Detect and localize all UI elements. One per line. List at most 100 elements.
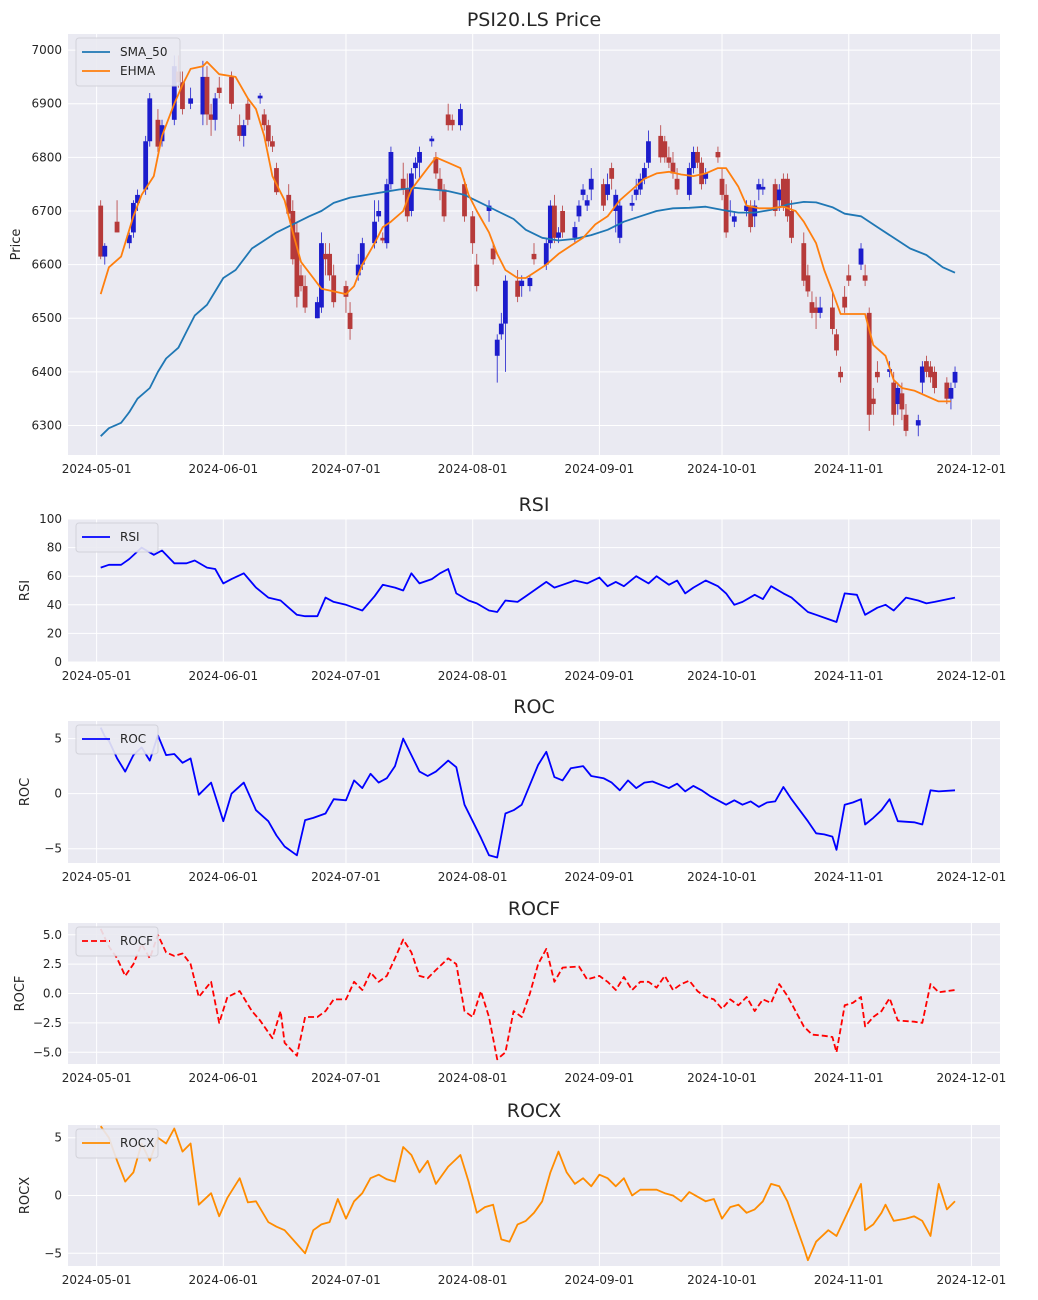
candle-body xyxy=(474,264,480,287)
candle-body xyxy=(188,98,194,104)
y-tick-label: 0 xyxy=(54,655,62,669)
chart-title: PSI20.LS Price xyxy=(467,9,601,31)
candle-body xyxy=(695,151,700,163)
candle-body xyxy=(629,202,635,206)
candle-body xyxy=(429,138,435,142)
candle-body xyxy=(834,334,839,351)
candle-body xyxy=(776,189,782,201)
y-tick-label: 6700 xyxy=(31,204,62,218)
x-tick-label: 2024-11-01 xyxy=(814,669,884,683)
candle-body xyxy=(903,414,909,431)
chart-title: RSI xyxy=(519,494,550,516)
candle-body xyxy=(830,307,835,329)
y-tick-label: 0.0 xyxy=(43,987,62,1001)
candle-body xyxy=(862,275,868,281)
x-tick-label: 2024-07-01 xyxy=(311,669,381,683)
candle-body xyxy=(801,243,807,281)
chart-rocf: ROCF −5.0 −2.5 0.0 2.5 5.0 2024-05-01 2024-06-0… xyxy=(13,898,1006,1085)
y-tick-label: −5 xyxy=(44,1246,62,1260)
candle-body xyxy=(805,275,811,292)
candle-body xyxy=(519,280,525,287)
x-tick-label: 2024-09-01 xyxy=(565,1273,635,1287)
candle-body xyxy=(932,371,937,388)
candle-body xyxy=(731,216,737,222)
candle-body xyxy=(948,387,954,399)
candle-body xyxy=(576,205,582,217)
candle-body xyxy=(686,168,692,195)
x-tick-label: 2024-05-01 xyxy=(62,462,132,476)
x-tick-label: 2024-06-01 xyxy=(188,669,258,683)
y-tick-label: 6500 xyxy=(31,311,62,325)
candle-body xyxy=(302,286,308,308)
candle-body xyxy=(662,141,668,158)
candle-body xyxy=(388,151,394,185)
candle-body xyxy=(952,371,958,383)
candle-body xyxy=(237,125,243,136)
legend: ROCF xyxy=(75,926,159,957)
candle-body xyxy=(584,200,590,206)
x-tick-label: 2024-09-01 xyxy=(565,462,635,476)
candle-body xyxy=(866,312,872,415)
candle-body xyxy=(723,194,729,233)
candle-body xyxy=(245,103,251,120)
candle-body xyxy=(204,76,210,115)
legend-label: ROCX xyxy=(120,1136,154,1150)
candle-body xyxy=(449,119,455,126)
candle-body xyxy=(135,194,140,203)
x-tick-label: 2024-05-01 xyxy=(62,669,132,683)
x-tick-label: 2024-10-01 xyxy=(687,1071,757,1085)
candle-body xyxy=(413,162,418,169)
y-tick-label: 6600 xyxy=(31,258,62,272)
x-tick-label: 2024-11-01 xyxy=(814,462,884,476)
candle-body xyxy=(780,178,786,206)
candle-body xyxy=(180,82,185,110)
y-axis-label: ROCF xyxy=(13,976,28,1012)
x-tick-label: 2024-06-01 xyxy=(188,1071,258,1085)
candle-body xyxy=(98,205,104,257)
candle-body xyxy=(314,302,320,319)
candle-body xyxy=(670,162,676,174)
y-axis-label: RSI xyxy=(18,580,33,601)
series-line-rsi xyxy=(100,546,956,623)
candle-body xyxy=(359,243,365,265)
y-tick-label: 5.0 xyxy=(43,928,62,942)
legend-label: ROC xyxy=(120,732,146,746)
x-tick-label: 2024-07-01 xyxy=(311,462,381,476)
series-line-rocf xyxy=(99,928,956,1061)
x-tick-label: 2024-10-01 xyxy=(687,462,757,476)
candle-body xyxy=(531,253,537,260)
chart-title: ROCX xyxy=(507,1100,561,1122)
candle-body xyxy=(269,141,275,147)
y-tick-label: 40 xyxy=(47,598,62,612)
candle-body xyxy=(572,227,578,238)
candle-body xyxy=(637,178,643,190)
x-tick-label: 2024-08-01 xyxy=(438,870,508,884)
candle-body xyxy=(666,157,672,163)
y-axis-label: ROC xyxy=(18,778,33,806)
candle-body xyxy=(408,173,414,211)
y-tick-label: 20 xyxy=(47,626,62,640)
candle-body xyxy=(494,339,500,356)
candle-body xyxy=(384,184,390,244)
candle-body xyxy=(294,232,300,297)
candle-body xyxy=(102,245,108,257)
candle-body xyxy=(641,168,647,179)
y-tick-label: −5 xyxy=(44,842,62,856)
candle-body xyxy=(155,119,161,147)
candle-body xyxy=(376,210,382,217)
candle-body xyxy=(674,178,680,190)
candle-body xyxy=(380,237,386,241)
y-tick-label: 0 xyxy=(54,787,62,801)
candle-body xyxy=(556,232,561,238)
x-tick-label: 2024-09-01 xyxy=(565,669,635,683)
candle-body xyxy=(919,366,925,383)
candle-body xyxy=(515,280,521,297)
y-tick-label: 2.5 xyxy=(43,957,62,971)
candle-body xyxy=(809,302,815,313)
candle-body xyxy=(343,286,349,297)
series-line-roc xyxy=(99,727,956,859)
candle-body xyxy=(870,398,876,405)
candle-body xyxy=(458,109,463,126)
candle-body xyxy=(355,264,361,276)
candle-body xyxy=(229,76,234,104)
